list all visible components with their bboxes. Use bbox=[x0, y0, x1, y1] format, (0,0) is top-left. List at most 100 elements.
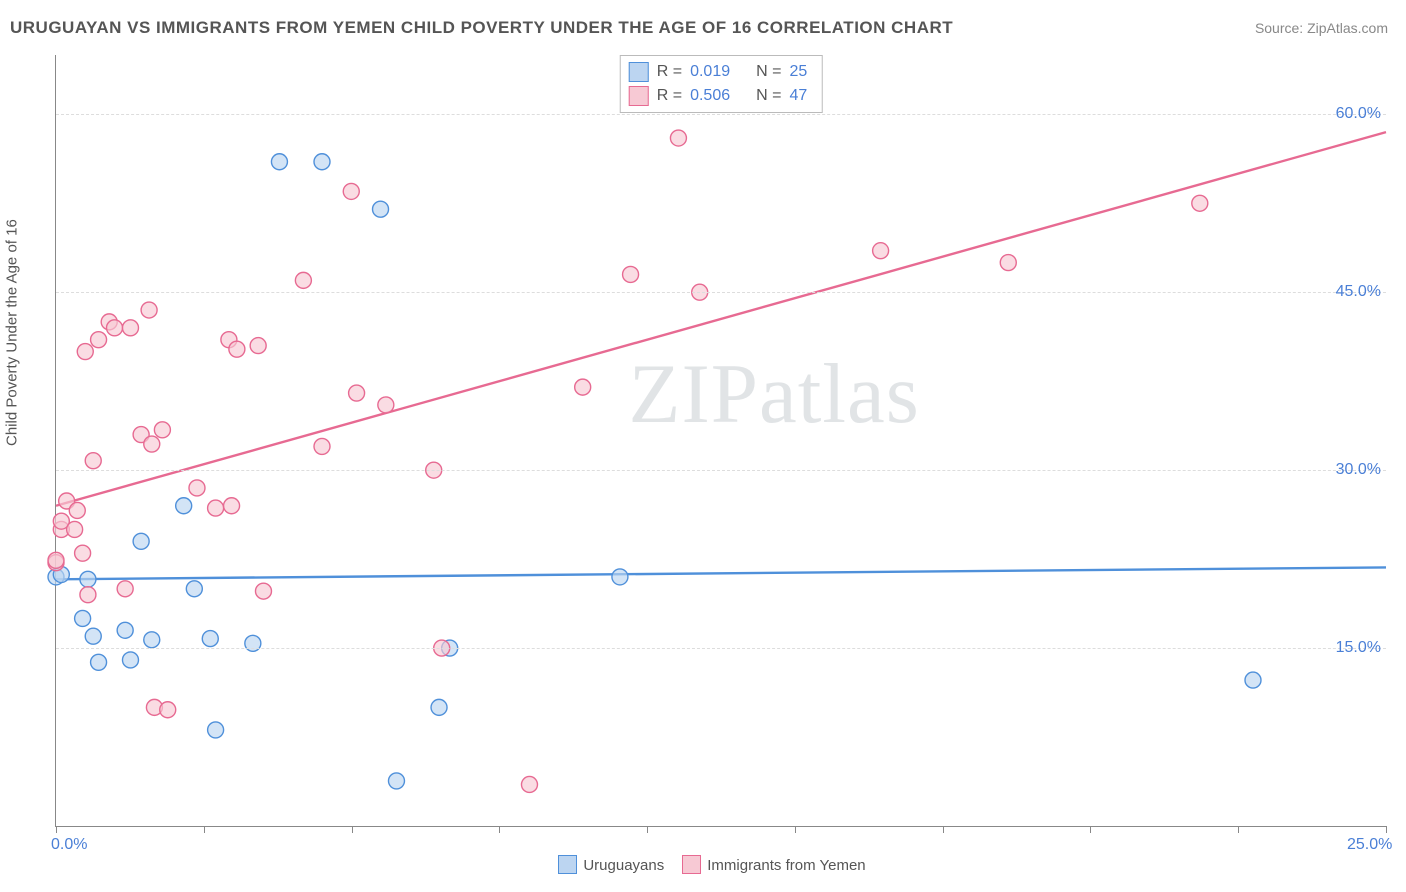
point-uruguayans bbox=[85, 628, 101, 644]
point-uruguayans bbox=[176, 498, 192, 514]
point-yemen bbox=[144, 436, 160, 452]
point-yemen bbox=[343, 183, 359, 199]
point-yemen bbox=[349, 385, 365, 401]
point-uruguayans bbox=[122, 652, 138, 668]
point-uruguayans bbox=[144, 632, 160, 648]
point-yemen bbox=[873, 243, 889, 259]
point-yemen bbox=[521, 776, 537, 792]
source-credit: Source: ZipAtlas.com bbox=[1255, 20, 1388, 36]
point-uruguayans bbox=[186, 581, 202, 597]
legend-r-label: R = bbox=[657, 84, 682, 108]
x-tick bbox=[1090, 826, 1091, 833]
legend-swatch-yemen bbox=[629, 86, 649, 106]
y-tick-label: 15.0% bbox=[1336, 639, 1381, 657]
legend-n-value: 47 bbox=[789, 84, 807, 108]
point-yemen bbox=[69, 502, 85, 518]
point-yemen bbox=[623, 266, 639, 282]
point-uruguayans bbox=[75, 610, 91, 626]
point-yemen bbox=[117, 581, 133, 597]
series-label-yemen: Immigrants from Yemen bbox=[707, 857, 865, 874]
point-yemen bbox=[107, 320, 123, 336]
correlation-legend: R = 0.019 N = 25 R = 0.506 N = 47 bbox=[620, 55, 823, 113]
point-yemen bbox=[1000, 255, 1016, 271]
grid-line-h bbox=[56, 114, 1386, 115]
grid-line-h bbox=[56, 648, 1386, 649]
x-tick bbox=[943, 826, 944, 833]
plot-area: ZIPatlas R =0.019N =25R =0.506N =47 bbox=[55, 55, 1386, 827]
legend-row-yemen: R = 0.506 N = 47 bbox=[629, 84, 808, 108]
chart-svg bbox=[56, 55, 1386, 826]
x-tick-label: 0.0% bbox=[51, 836, 87, 854]
y-tick-label: 30.0% bbox=[1336, 461, 1381, 479]
source-link[interactable]: ZipAtlas.com bbox=[1307, 20, 1388, 36]
point-uruguayans bbox=[431, 699, 447, 715]
y-axis-label: Child Poverty Under the Age of 16 bbox=[4, 219, 21, 446]
point-yemen bbox=[77, 344, 93, 360]
point-yemen bbox=[229, 341, 245, 357]
source-prefix: Source: bbox=[1255, 20, 1307, 36]
legend-r-value: 0.019 bbox=[690, 60, 730, 84]
legend-swatch-uruguayans bbox=[629, 62, 649, 82]
x-tick bbox=[352, 826, 353, 833]
point-yemen bbox=[295, 272, 311, 288]
x-tick bbox=[647, 826, 648, 833]
point-uruguayans bbox=[80, 571, 96, 587]
point-yemen bbox=[80, 587, 96, 603]
point-yemen bbox=[91, 332, 107, 348]
point-yemen bbox=[670, 130, 686, 146]
point-yemen bbox=[575, 379, 591, 395]
point-yemen bbox=[122, 320, 138, 336]
point-yemen bbox=[250, 338, 266, 354]
point-uruguayans bbox=[202, 631, 218, 647]
point-yemen bbox=[378, 397, 394, 413]
point-yemen bbox=[224, 498, 240, 514]
trend-line-uruguayans bbox=[56, 567, 1386, 579]
point-yemen bbox=[48, 552, 64, 568]
series-legend: Uruguayans Immigrants from Yemen bbox=[0, 855, 1406, 874]
point-yemen bbox=[154, 422, 170, 438]
series-swatch-uruguayans bbox=[558, 855, 577, 874]
point-yemen bbox=[85, 453, 101, 469]
series-swatch-yemen bbox=[682, 855, 701, 874]
x-tick bbox=[1386, 826, 1387, 833]
point-uruguayans bbox=[208, 722, 224, 738]
point-uruguayans bbox=[91, 654, 107, 670]
point-uruguayans bbox=[133, 533, 149, 549]
point-yemen bbox=[189, 480, 205, 496]
x-tick bbox=[1238, 826, 1239, 833]
point-yemen bbox=[208, 500, 224, 516]
point-yemen bbox=[1192, 195, 1208, 211]
point-yemen bbox=[314, 438, 330, 454]
legend-n-label: N = bbox=[756, 60, 781, 84]
point-yemen bbox=[141, 302, 157, 318]
point-uruguayans bbox=[1245, 672, 1261, 688]
y-tick-label: 60.0% bbox=[1336, 105, 1381, 123]
y-tick-label: 45.0% bbox=[1336, 283, 1381, 301]
point-yemen bbox=[160, 702, 176, 718]
legend-r-label: R = bbox=[657, 60, 682, 84]
x-tick bbox=[56, 826, 57, 833]
trend-line-yemen bbox=[56, 132, 1386, 506]
legend-row-uruguayans: R = 0.019 N = 25 bbox=[629, 60, 808, 84]
point-uruguayans bbox=[388, 773, 404, 789]
legend-n-value: 25 bbox=[789, 60, 807, 84]
point-uruguayans bbox=[373, 201, 389, 217]
point-uruguayans bbox=[117, 622, 133, 638]
x-tick bbox=[204, 826, 205, 833]
chart-container: URUGUAYAN VS IMMIGRANTS FROM YEMEN CHILD… bbox=[0, 0, 1406, 892]
grid-line-h bbox=[56, 292, 1386, 293]
legend-r-value: 0.506 bbox=[690, 84, 730, 108]
point-uruguayans bbox=[612, 569, 628, 585]
x-tick-label: 25.0% bbox=[1347, 836, 1392, 854]
x-tick bbox=[795, 826, 796, 833]
point-yemen bbox=[75, 545, 91, 561]
grid-line-h bbox=[56, 470, 1386, 471]
point-yemen bbox=[255, 583, 271, 599]
point-yemen bbox=[67, 521, 83, 537]
point-uruguayans bbox=[271, 154, 287, 170]
chart-title: URUGUAYAN VS IMMIGRANTS FROM YEMEN CHILD… bbox=[10, 18, 953, 38]
series-label-uruguayans: Uruguayans bbox=[583, 857, 664, 874]
x-tick bbox=[499, 826, 500, 833]
point-uruguayans bbox=[314, 154, 330, 170]
legend-n-label: N = bbox=[756, 84, 781, 108]
